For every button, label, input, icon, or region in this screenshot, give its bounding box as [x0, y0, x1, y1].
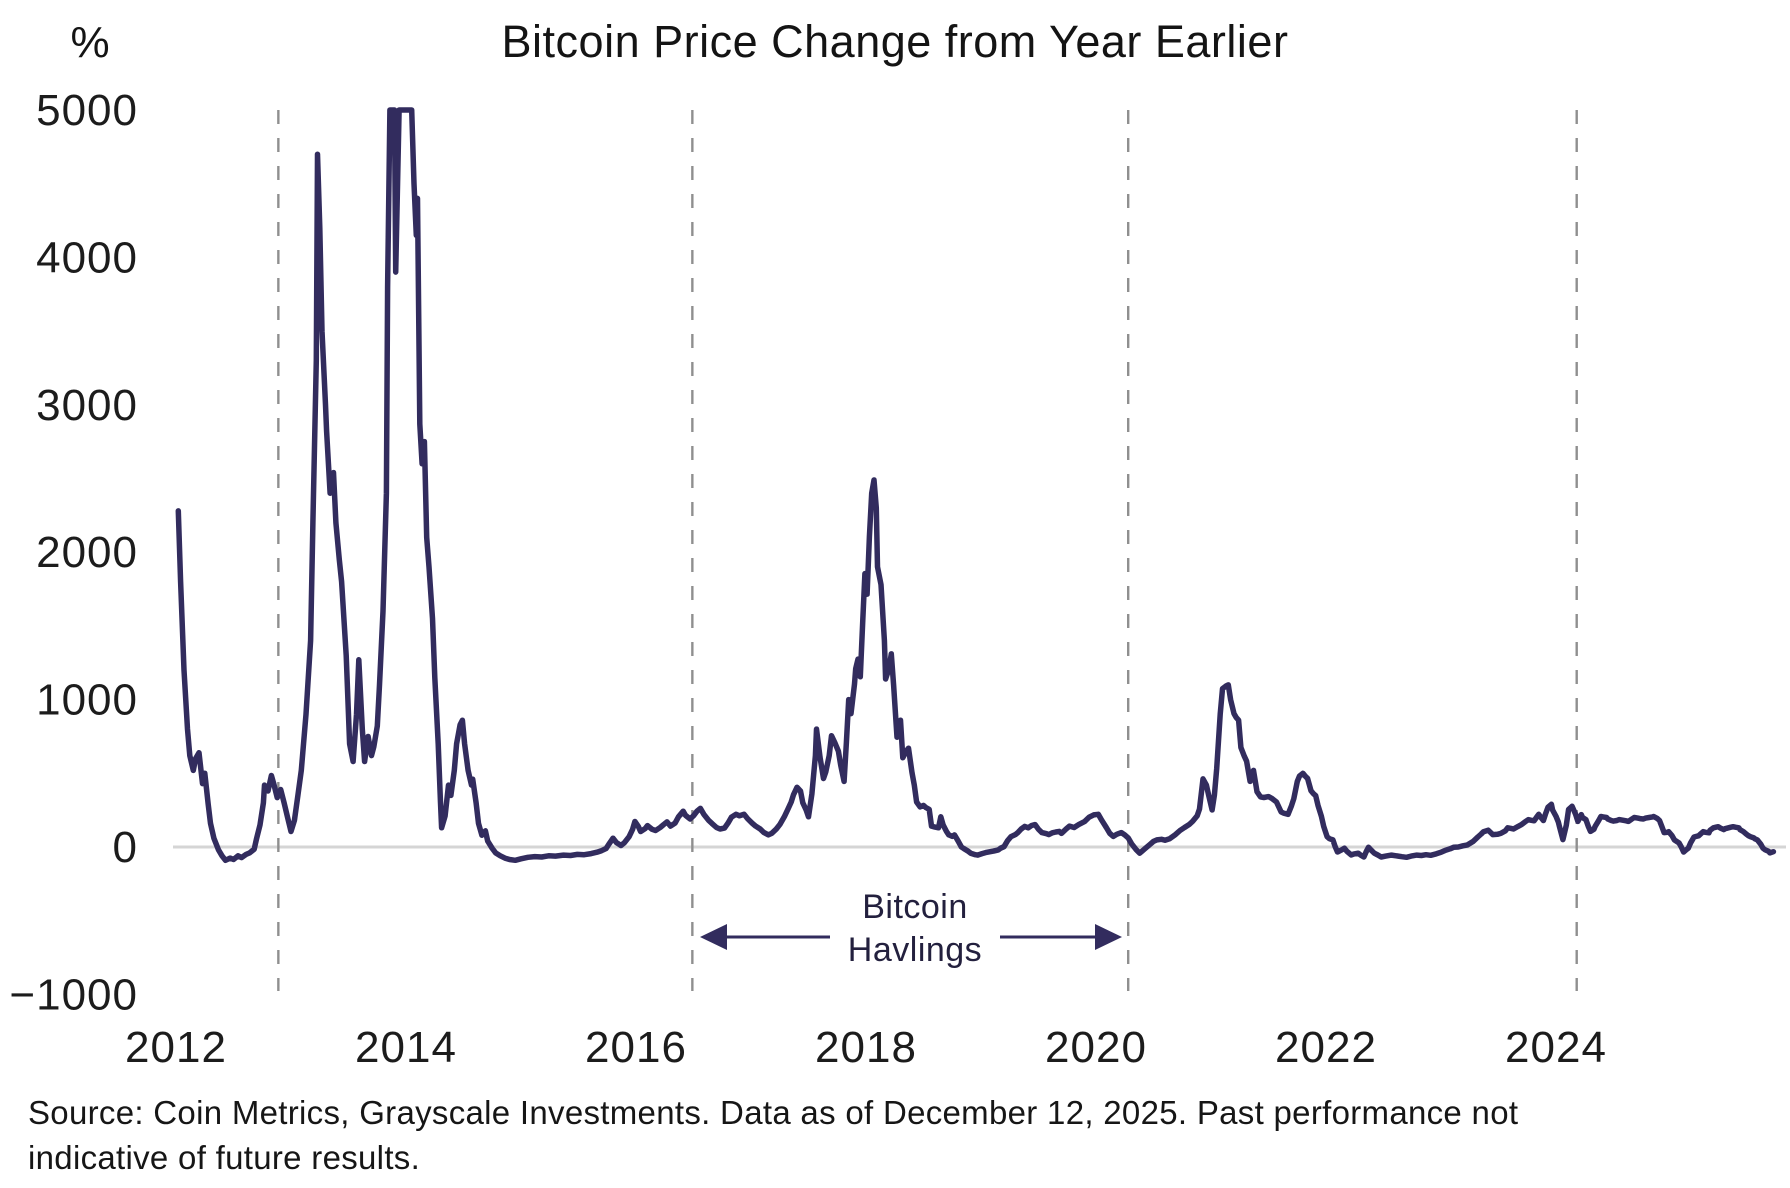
y-axis-unit-label: %	[70, 18, 110, 67]
source-note: Source: Coin Metrics, Grayscale Investme…	[28, 1090, 1768, 1180]
price-change-line	[175, 107, 1777, 864]
x-tick-label: 2016	[585, 1023, 687, 1072]
y-tick-label: −1000	[9, 970, 138, 1019]
source-note-line1: Source: Coin Metrics, Grayscale Investme…	[28, 1094, 1519, 1131]
source-note-line2: indicative of future results.	[28, 1139, 421, 1176]
y-tick-label: 3000	[36, 381, 138, 430]
y-tick-label: 5000	[36, 86, 138, 135]
halvings-arrow-left-head	[700, 924, 727, 950]
x-tick-label: 2018	[815, 1023, 917, 1072]
halvings-annotation-line2: Havlings	[847, 931, 983, 969]
y-tick-label: 2000	[36, 528, 138, 577]
halvings-annotation: Bitcoin Havlings	[765, 886, 1065, 972]
y-tick-label: 1000	[36, 676, 138, 725]
halvings-arrow-right-head	[1095, 924, 1122, 950]
x-tick-label: 2020	[1045, 1023, 1147, 1072]
y-tick-label: 4000	[36, 233, 138, 282]
y-tick-label: 0	[113, 823, 138, 872]
chart-title: Bitcoin Price Change from Year Earlier	[501, 16, 1289, 67]
halvings-annotation-line1: Bitcoin	[862, 888, 968, 926]
x-tick-label: 2024	[1505, 1023, 1607, 1072]
x-tick-label: 2012	[125, 1023, 227, 1072]
x-tick-label: 2022	[1275, 1023, 1377, 1072]
x-tick-label: 2014	[355, 1023, 457, 1072]
